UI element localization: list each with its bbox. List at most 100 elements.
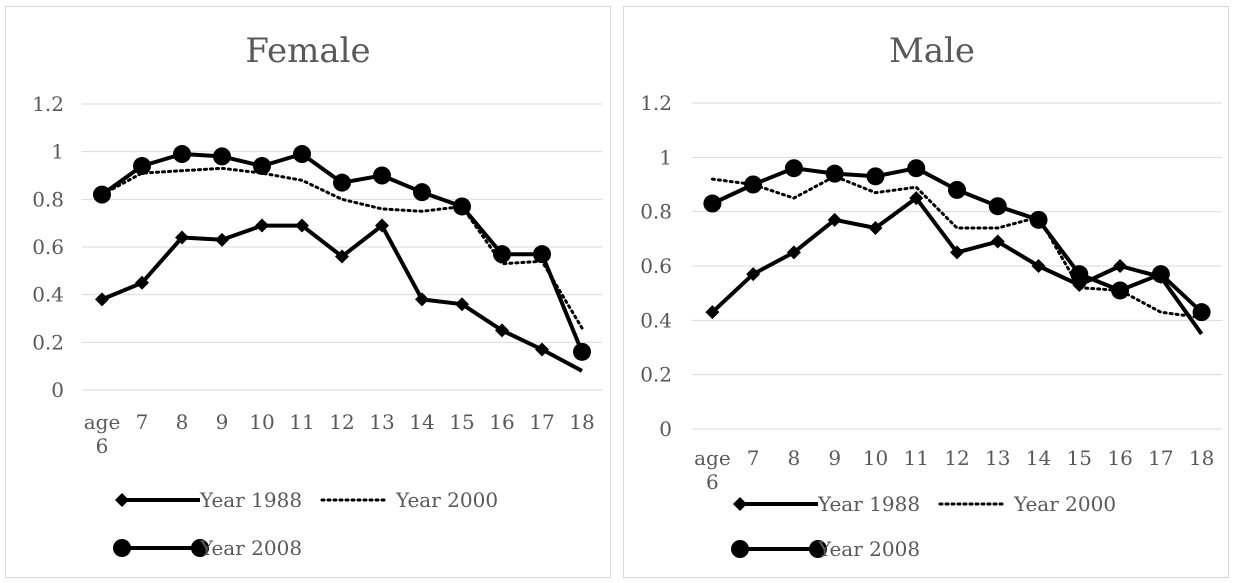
legend-marker [113,539,131,557]
data-point [1192,303,1211,322]
y-tick-label: 0.8 [32,187,64,211]
legend-marker [733,497,747,511]
legend-label: Year 2008 [199,536,302,560]
chart-title: Female [245,31,370,71]
data-point [907,159,926,178]
data-point [95,292,109,307]
x-tick-label: 11 [904,446,929,470]
x-tick-label: 14 [1026,446,1051,470]
x-tick-label: 16 [1107,446,1132,470]
data-point [535,342,549,357]
x-tick-label: 18 [1189,446,1214,470]
series-line [100,166,584,330]
data-point [786,245,801,260]
y-tick-label: 0.6 [32,235,64,259]
chart-title: Male [889,31,975,71]
data-point [1031,259,1046,273]
data-point [175,230,189,245]
legend-label: Year 1988 [817,492,920,516]
data-point [868,220,883,235]
series-year-2000 [710,174,1204,320]
data-point [784,159,803,178]
y-tick-label: 1.2 [640,91,672,115]
x-tick-label: 13 [985,446,1010,470]
legend: Year 1988 Year 2000 Year 2008 [113,488,498,560]
legend-marker [809,540,827,558]
data-point [375,218,389,233]
x-tick-label: 7 [747,446,760,470]
y-tick-label: 1 [51,140,64,164]
data-point [948,180,966,199]
series-year-2008 [703,159,1211,322]
x-tick-label: 8 [176,410,189,434]
x-tick-label: 12 [329,410,354,434]
y-tick-label: 0.4 [640,308,672,332]
data-point [1111,281,1130,300]
x-tick-label: 14 [409,410,434,434]
data-point [533,245,551,264]
series-year-2008 [93,145,591,361]
y-tick-label: 0 [51,378,64,402]
data-point [746,267,761,282]
data-point [215,232,229,247]
x-tick-label: 13 [369,410,394,434]
y-tick-label: 0.6 [640,254,672,278]
data-point [988,197,1007,216]
y-tick-label: 0.8 [640,200,672,224]
legend-marker [191,539,209,557]
legend-label: Year 2000 [1013,492,1116,516]
legend: Year 1988 Year 2000 Year 2008 [731,492,1116,561]
x-tick-label: 12 [944,446,969,470]
data-point [415,292,429,307]
y-tick-label: 0.2 [32,330,64,354]
data-point [413,183,431,202]
data-point [293,145,311,164]
male-chart-panel: Male 0 0.2 0.4 0.6 0.8 1 1.2 age 6 7 8 9 10 11 12 13 14 15… [623,6,1229,578]
x-tick-label: 17 [1148,446,1173,470]
y-tick-label: 1.2 [32,92,64,116]
data-point [1070,265,1089,284]
x-tick-label: 11 [289,410,314,434]
x-tick-label: age 6 [694,446,731,494]
data-point [744,175,763,194]
series-year-1988 [705,191,1204,336]
x-tick-label: age 6 [84,410,121,458]
series-year-2000 [100,166,584,330]
legend-entry: Year 2000 [938,492,1116,516]
data-point [455,297,469,312]
data-point [1113,259,1128,273]
male-line-chart: Male 0 0.2 0.4 0.6 0.8 1 1.2 age 6 7 8 9 10 11 12 13 14 15… [640,31,1222,561]
data-point [213,147,231,166]
legend-entry: Year 1988 [115,488,302,512]
data-point [495,323,509,338]
x-tick-label: 10 [249,410,274,434]
data-point [866,167,885,186]
x-tick-label: 9 [828,446,841,470]
data-point [493,245,511,264]
data-point [909,191,924,206]
data-point [825,164,844,183]
data-point [705,305,720,320]
data-point [573,342,591,361]
legend-entry: Year 2000 [320,488,498,512]
data-point [703,194,722,213]
y-tick-label: 0.2 [640,363,672,387]
legend-entry: Year 2008 [731,537,920,561]
x-tick-label: 16 [489,410,514,434]
x-tick-label: 10 [863,446,888,470]
series-line [710,174,1204,320]
y-tick-label: 1 [659,145,672,169]
data-point [253,156,271,175]
data-point [990,234,1005,249]
legend-marker [115,493,129,507]
legend-label: Year 2000 [395,488,498,512]
x-tick-label: 8 [788,446,801,470]
data-point [93,185,111,204]
data-point [453,197,471,216]
data-point [335,249,349,264]
legend-entry: Year 2008 [113,536,302,560]
data-point [333,173,351,192]
data-point [827,212,842,227]
data-point [1151,265,1170,284]
data-point [295,218,309,233]
